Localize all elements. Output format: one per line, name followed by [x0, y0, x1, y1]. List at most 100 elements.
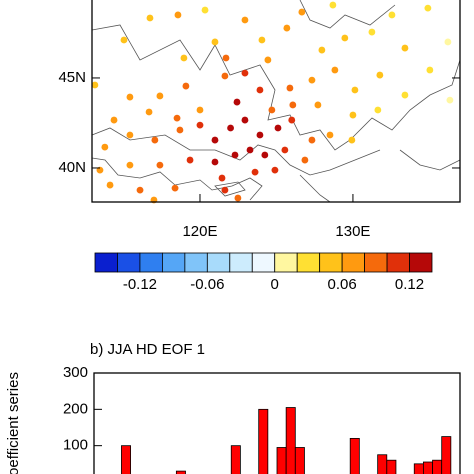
colorbar-box	[229, 252, 253, 273]
station-dot	[156, 161, 164, 169]
bar	[285, 407, 296, 474]
colorbar-tick-label: -0.12	[123, 276, 157, 293]
colorbar-box	[319, 252, 343, 273]
bar	[413, 463, 424, 474]
y-tick-label: 40N	[58, 159, 86, 176]
station-dot	[222, 54, 230, 62]
station-dot	[308, 76, 316, 84]
bar	[386, 459, 397, 474]
station-dot	[446, 96, 454, 104]
station-dot	[264, 56, 272, 64]
colorbar-box	[184, 252, 208, 273]
station-dot	[221, 72, 229, 80]
station-dot	[126, 131, 134, 139]
station-dot	[268, 106, 276, 114]
colorbar-tick-label: 0.12	[395, 276, 424, 293]
chart-title: b) JJA HD EOF 1	[90, 341, 205, 358]
colorbar-box	[386, 252, 410, 273]
station-dot	[261, 151, 269, 159]
y-tick-label: 45N	[58, 69, 86, 86]
bar	[349, 437, 360, 474]
station-dot	[281, 146, 289, 154]
station-dot	[180, 54, 188, 62]
bar	[230, 445, 241, 474]
station-dot	[196, 106, 204, 114]
colorbar-box	[251, 252, 276, 273]
station-dot	[126, 93, 134, 101]
station-dot	[110, 116, 118, 124]
station-dot	[388, 11, 396, 19]
station-dot	[318, 46, 326, 54]
station-dot	[288, 116, 296, 124]
station-dot	[120, 36, 128, 44]
station-dot	[241, 16, 249, 24]
station-dot	[151, 136, 159, 144]
station-dot	[246, 146, 254, 154]
bar	[294, 447, 305, 474]
station-dot	[286, 84, 294, 92]
station-dot	[186, 156, 194, 164]
station-dot	[234, 194, 242, 202]
station-dot	[424, 4, 432, 12]
colorbar-tick-label: 0	[271, 276, 279, 293]
station-dot	[401, 44, 409, 52]
station-dot	[241, 69, 249, 77]
station-dot	[156, 92, 164, 100]
station-dot	[227, 124, 234, 132]
station-dot	[241, 116, 249, 124]
bar	[175, 470, 186, 474]
station-dot	[314, 101, 322, 109]
station-dot	[251, 168, 259, 176]
station-dot	[329, 1, 337, 9]
station-dot	[283, 24, 291, 32]
colorbar-box	[206, 252, 231, 273]
station-dot	[258, 36, 266, 44]
colorbar-box	[161, 252, 186, 273]
station-dot	[326, 131, 334, 139]
station-dot	[256, 131, 264, 139]
station-dot	[256, 86, 264, 94]
bar	[258, 408, 269, 474]
colorbar-box	[117, 252, 141, 273]
station-dot	[351, 86, 359, 94]
colorbar-box	[364, 252, 388, 273]
station-dot	[221, 186, 229, 194]
station-dot	[298, 8, 306, 16]
colorbar-box	[274, 252, 298, 273]
station-dot	[126, 161, 134, 169]
station-dot	[331, 66, 339, 74]
colorbar-tick-label: 0.06	[328, 276, 357, 293]
y-tick-label: 200	[63, 400, 88, 417]
station-dot	[173, 114, 181, 122]
station-dot	[233, 98, 241, 106]
colorbar-box	[409, 252, 433, 273]
station-dot	[274, 124, 282, 132]
station-dot	[341, 34, 349, 42]
map-frame	[91, 0, 461, 203]
station-dot	[231, 151, 239, 159]
station-dot	[91, 81, 99, 89]
station-dot	[201, 6, 209, 14]
station-dot	[301, 156, 309, 164]
plot-frame	[93, 372, 461, 474]
station-dot	[145, 108, 153, 116]
bar	[432, 459, 443, 474]
station-dot	[349, 111, 357, 119]
station-dot	[348, 136, 356, 144]
y-tick-label: 100	[63, 437, 88, 454]
x-tick-label: 130E	[335, 223, 370, 240]
colorbar-box	[341, 252, 365, 273]
y-tick-label: 300	[63, 364, 88, 381]
colorbar-box	[139, 252, 163, 273]
bar	[422, 461, 433, 474]
station-dot	[444, 38, 452, 46]
station-dot	[218, 174, 226, 182]
station-dot	[426, 66, 434, 74]
station-dot	[308, 136, 316, 144]
colorbar-box	[296, 252, 321, 273]
bar	[441, 436, 452, 474]
station-dot	[101, 143, 109, 151]
bar	[276, 447, 287, 474]
colorbar-box	[94, 252, 118, 273]
